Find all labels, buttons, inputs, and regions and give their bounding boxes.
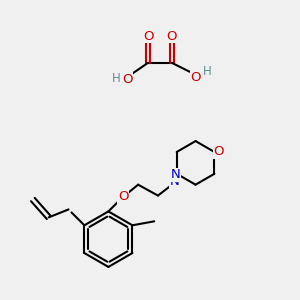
- Text: H: H: [112, 72, 121, 85]
- Text: O: O: [190, 71, 201, 84]
- Text: O: O: [118, 190, 128, 203]
- Text: N: N: [170, 175, 180, 188]
- Text: O: O: [122, 73, 133, 86]
- Text: H: H: [203, 65, 212, 78]
- Text: O: O: [167, 30, 177, 43]
- Text: O: O: [213, 146, 224, 158]
- Text: O: O: [143, 30, 153, 43]
- Text: N: N: [171, 168, 181, 181]
